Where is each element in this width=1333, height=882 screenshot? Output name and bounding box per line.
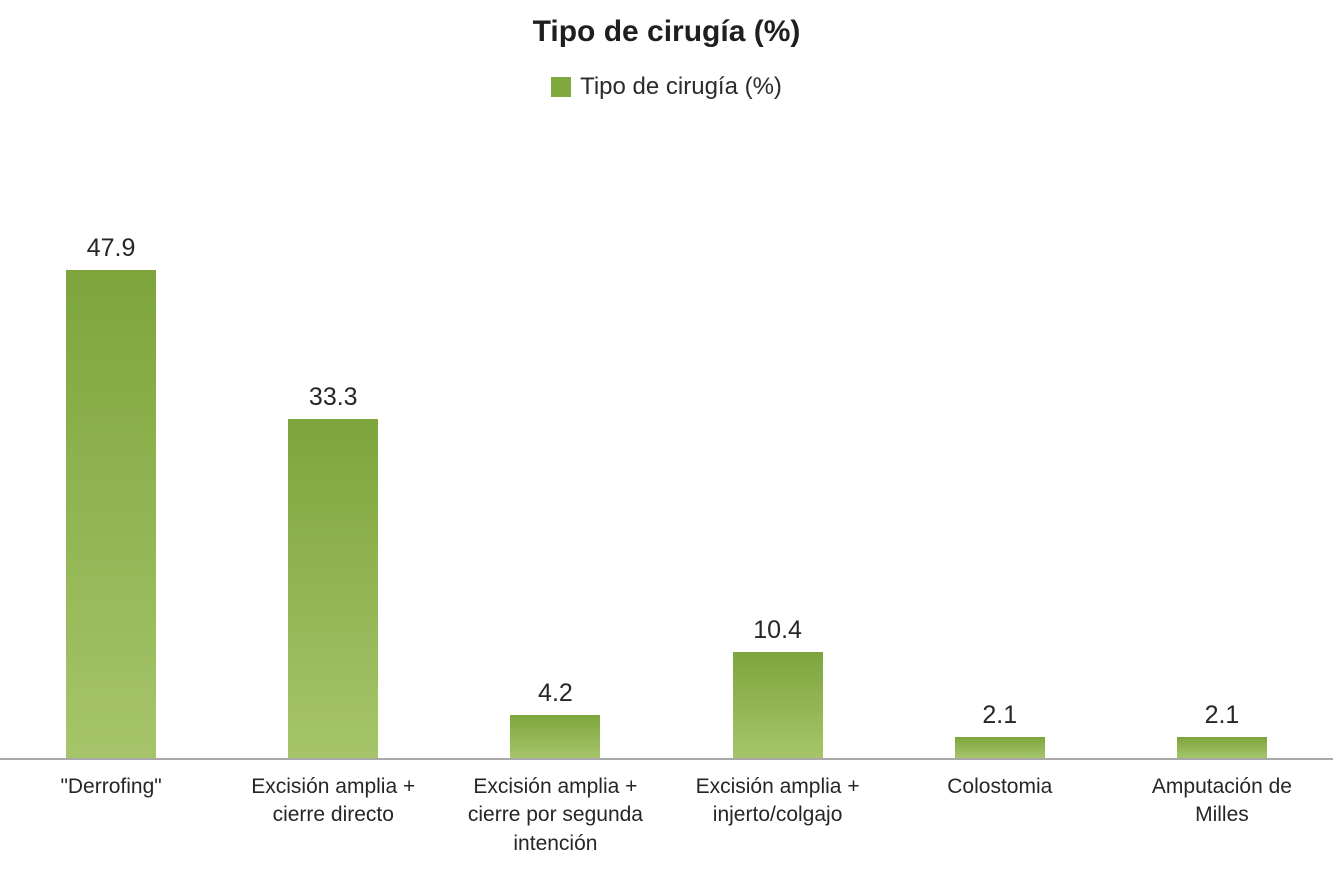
- legend-label: Tipo de cirugía (%): [580, 73, 782, 100]
- bar-column: 4.2: [444, 679, 666, 758]
- bar-column: 2.1: [889, 701, 1111, 758]
- chart-legend: Tipo de cirugía (%): [0, 72, 1333, 102]
- bar-value-label: 47.9: [86, 234, 136, 263]
- bar-column: 10.4: [667, 616, 889, 758]
- legend-swatch-icon: [551, 77, 572, 97]
- bar: [288, 418, 379, 758]
- category-label: Excisión amplia + injerto/colgajo: [695, 775, 860, 827]
- bar-value-label: 4.2: [538, 679, 573, 708]
- category-label: Excisión amplia + cierre directo: [251, 775, 416, 827]
- bar-value-label: 33.3: [308, 382, 358, 411]
- bar: [732, 652, 823, 758]
- category-labels-row: "Derrofing" Excisión amplia + cierre dire…: [0, 760, 1333, 858]
- bars-row: 47.9 33.3 4.2 10.4 2.1 2.1: [0, 102, 1333, 758]
- bar-value-label: 2.1: [1204, 700, 1240, 729]
- bar-column: 2.1: [1111, 701, 1333, 758]
- bar-value-label: 2.1: [982, 700, 1018, 729]
- plot-area: 47.9 33.3 4.2 10.4 2.1 2.1: [0, 102, 1333, 760]
- bar: [1176, 736, 1267, 758]
- bar: [510, 715, 601, 758]
- category-label: Colostomia: [947, 775, 1053, 798]
- category-label: "Derrofing": [60, 775, 162, 798]
- category-label: Excisión amplia + cierre por segunda int…: [467, 775, 643, 855]
- bar: [66, 270, 157, 758]
- chart-title: Tipo de cirugía (%): [532, 15, 801, 48]
- bar-column: 47.9: [0, 234, 222, 758]
- bar-value-label: 10.4: [753, 616, 802, 645]
- bar-column: 33.3: [222, 383, 444, 758]
- bar: [954, 736, 1045, 758]
- category-label: Amputación de Milles: [1151, 775, 1292, 827]
